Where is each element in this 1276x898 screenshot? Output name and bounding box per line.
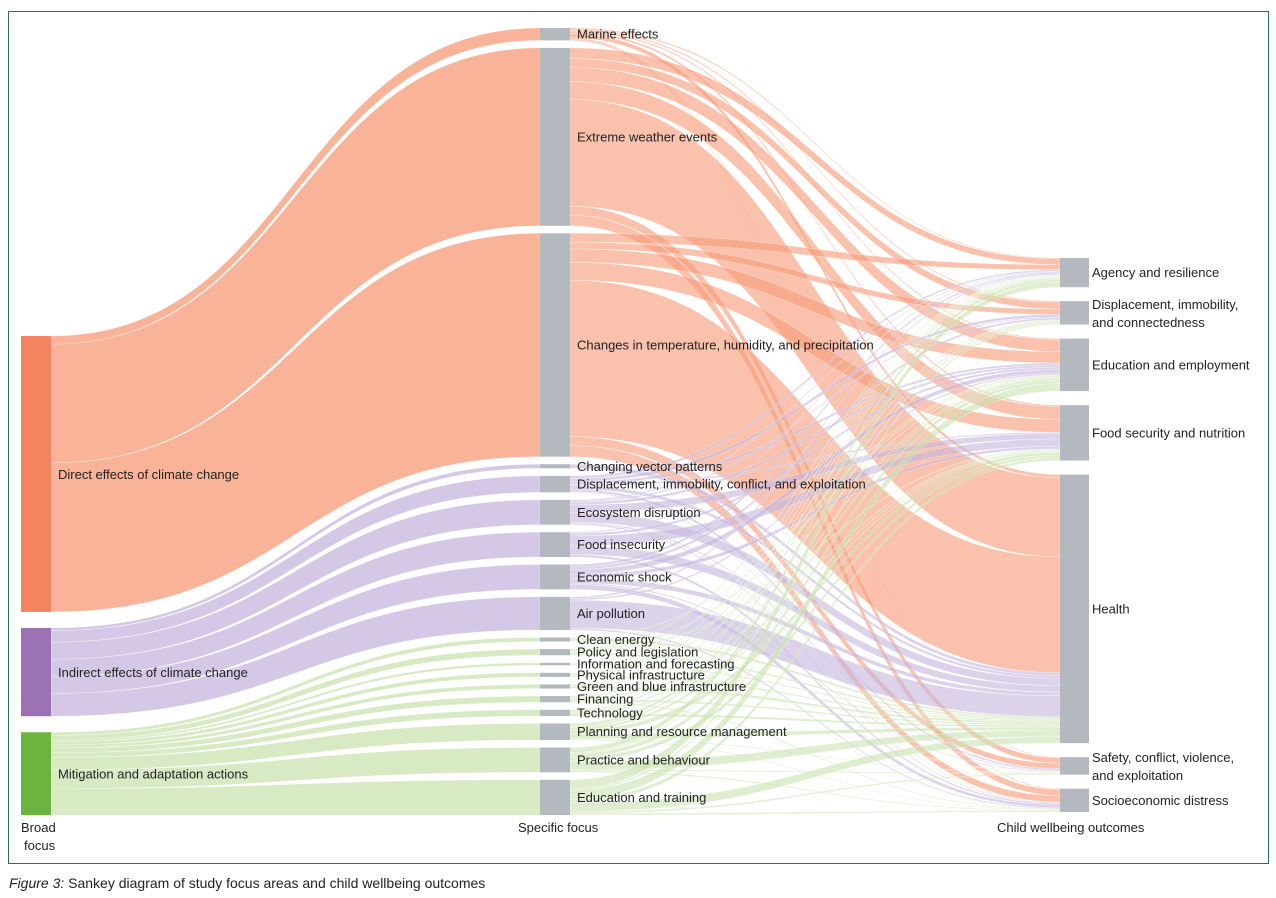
node-specific-ecosystem: [540, 499, 570, 525]
node-label-broad-mitigation: Mitigation and adaptation actions: [58, 767, 249, 782]
flow-mitigation-to-policy: [50, 648, 541, 741]
node-outcome-displacement_out: [1060, 301, 1089, 325]
node-label-outcome-agency: Agency and resilience: [1092, 265, 1219, 280]
flow-education_training-to-displacement_out: [569, 322, 1061, 791]
node-label-specific-displacement: Displacement, immobility, conflict, and …: [577, 477, 866, 492]
node-label-specific-practice: Practice and behaviour: [577, 752, 711, 767]
column-title-specific: Specific focus: [518, 820, 599, 835]
node-label-specific-physical: Physical infrastructure: [577, 667, 705, 682]
node-label-specific-food_insecurity: Food insecurity: [577, 537, 666, 552]
node-specific-green_blue: [540, 684, 570, 689]
node-label-outcome-socio: Socioeconomic distress: [1092, 793, 1229, 808]
sankey-nodes: [21, 28, 1089, 815]
node-label-specific-vector: Changing vector patterns: [577, 459, 723, 474]
node-specific-information: [540, 662, 570, 666]
node-outcome-agency: [1060, 258, 1089, 288]
node-specific-education_training: [540, 779, 570, 815]
node-label-specific-marine: Marine effects: [577, 27, 659, 42]
sankey-labels: Direct effects of climate change Indirect…: [58, 27, 1250, 808]
node-label-specific-clean_energy: Clean energy: [577, 632, 655, 647]
node-outcome-education_out: [1060, 338, 1089, 392]
node-specific-vector: [540, 464, 570, 469]
flow-indirect-to-displacement: [50, 475, 541, 643]
node-label-broad-direct: Direct effects of climate change: [58, 467, 239, 482]
flow-education_training-to-safety: [569, 773, 1061, 814]
node-label-broad-indirect: Indirect effects of climate change: [58, 665, 248, 680]
node-specific-financing: [540, 696, 570, 703]
node-outcome-safety: [1060, 757, 1089, 775]
node-specific-displacement: [540, 475, 570, 493]
flow-mitigation-to-financing: [50, 695, 541, 753]
column-title-broad: Broad focus: [21, 820, 56, 853]
node-label-outcome-safety: Safety, conflict, violence, and exploitat…: [1092, 750, 1234, 783]
column-title-outcome: Child wellbeing outcomes: [997, 820, 1145, 835]
node-specific-food_insecurity: [540, 532, 570, 558]
node-label-specific-technology: Technology: [577, 705, 643, 720]
figure-caption-text: Sankey diagram of study focus areas and …: [68, 875, 486, 891]
node-outcome-health: [1060, 474, 1089, 744]
node-label-specific-temperature: Changes in temperature, humidity, and pr…: [577, 338, 874, 353]
node-label-outcome-displacement_out: Displacement, immobility, and connectedne…: [1092, 297, 1238, 330]
node-specific-air: [540, 596, 570, 630]
node-label-specific-planning: Planning and resource management: [577, 724, 787, 739]
node-label-specific-education_training: Education and training: [577, 790, 706, 805]
figure-caption-label: Figure 3:: [9, 875, 65, 891]
node-broad-direct: [21, 336, 51, 612]
figure-frame: [8, 11, 1269, 864]
node-specific-physical: [540, 672, 570, 677]
node-specific-economic: [540, 564, 570, 590]
node-label-outcome-food_out: Food security and nutrition: [1092, 425, 1245, 440]
node-specific-clean_energy: [540, 637, 570, 642]
node-broad-indirect: [21, 627, 51, 717]
flow-education_training-to-agency: [569, 282, 1061, 789]
node-outcome-socio: [1060, 788, 1089, 812]
node-label-outcome-education_out: Education and employment: [1092, 357, 1250, 372]
node-label-specific-economic: Economic shock: [577, 569, 672, 584]
node-label-specific-financing: Financing: [577, 692, 633, 707]
node-specific-temperature: [540, 233, 570, 457]
node-label-specific-policy: Policy and legislation: [577, 645, 698, 660]
node-label-specific-information: Information and forecasting: [577, 657, 735, 672]
node-broad-mitigation: [21, 732, 51, 815]
flow-direct-to-marine: [50, 27, 541, 345]
node-label-specific-ecosystem: Ecosystem disruption: [577, 505, 701, 520]
sankey-diagram: Direct effects of climate change Indirect…: [21, 27, 1250, 853]
node-specific-extreme: [540, 47, 570, 226]
node-label-specific-green_blue: Green and blue infrastructure: [577, 679, 746, 694]
node-outcome-food_out: [1060, 405, 1089, 461]
node-specific-planning: [540, 723, 570, 741]
node-label-specific-air: Air pollution: [577, 606, 645, 621]
node-specific-technology: [540, 709, 570, 716]
node-label-specific-extreme: Extreme weather events: [577, 129, 718, 144]
specific-to-outcome-flows: [569, 27, 1061, 816]
column-titles: Broad focus Specific focus Child wellbein…: [21, 820, 1145, 853]
flow-indirect-to-economic: [50, 564, 541, 694]
node-specific-marine: [540, 28, 570, 41]
flow-indirect-to-food_insecurity: [50, 532, 541, 677]
flow-indirect-to-vector: [50, 464, 541, 631]
figure-caption: Figure 3: Sankey diagram of study focus …: [9, 875, 485, 891]
node-specific-practice: [540, 747, 570, 773]
node-specific-policy: [540, 649, 570, 656]
flow-mitigation-to-planning: [50, 723, 541, 771]
node-label-outcome-health: Health: [1092, 601, 1130, 616]
broad-to-specific-flows: [50, 27, 541, 816]
